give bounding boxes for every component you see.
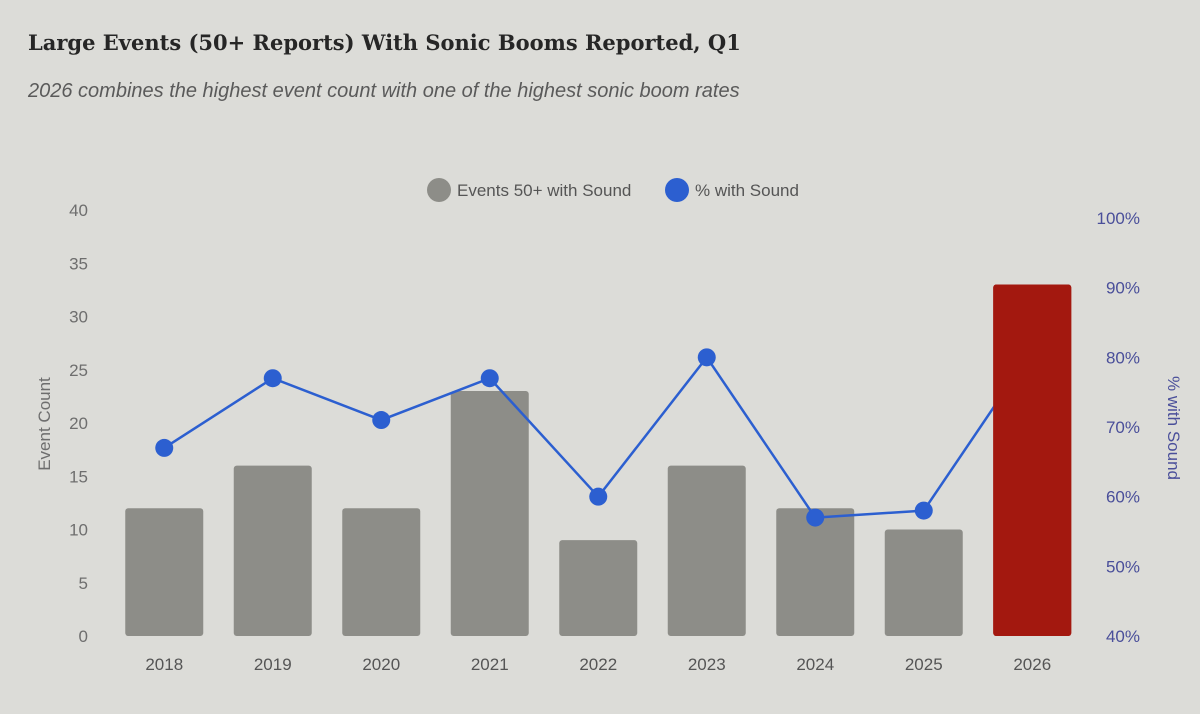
- bar: [342, 508, 421, 636]
- line-point: [589, 487, 608, 506]
- x-tick-label: 2024: [796, 655, 834, 674]
- y-tick-label: 0: [79, 627, 88, 646]
- x-tick-label: 2021: [471, 655, 509, 674]
- line-point: [372, 411, 391, 430]
- line-point: [806, 508, 825, 527]
- chart-title: Large Events (50+ Reports) With Sonic Bo…: [28, 30, 741, 55]
- line-point: [155, 438, 174, 457]
- x-tick-label: 2026: [1013, 655, 1051, 674]
- chart-subtitle: 2026 combines the highest event count wi…: [28, 80, 740, 102]
- legend-swatch-line: [665, 178, 689, 202]
- bar: [233, 465, 312, 636]
- legend: Events 50+ with Sound % with Sound: [427, 178, 799, 202]
- bar: [450, 391, 529, 636]
- y2-tick-label: 100%: [1097, 209, 1140, 228]
- line-point: [480, 369, 499, 388]
- y2-axis-title: % with Sound: [1164, 376, 1183, 480]
- x-tick-label: 2023: [688, 655, 726, 674]
- line-point: [263, 369, 282, 388]
- bar: [125, 508, 204, 636]
- x-tick-label: 2019: [254, 655, 292, 674]
- bar: [559, 540, 638, 636]
- bar-highlight-overlay: [993, 284, 1072, 636]
- y-axis-left: 0 5 10 15 20 25 30 35 40 Event Count: [35, 201, 88, 646]
- y-axis-title: Event Count: [35, 377, 54, 471]
- y-tick-label: 15: [69, 467, 88, 486]
- y-tick-label: 40: [69, 201, 88, 220]
- x-tick-label: 2020: [362, 655, 400, 674]
- x-tick-label: 2018: [145, 655, 183, 674]
- bar: [776, 508, 855, 636]
- x-tick-label: 2022: [579, 655, 617, 674]
- y-tick-label: 20: [69, 414, 88, 433]
- x-axis: 2018 2019 2020 2021 2022 2023 2024 2025 2026: [145, 655, 1051, 674]
- y2-tick-label: 60%: [1106, 488, 1140, 507]
- y-tick-label: 25: [69, 361, 88, 380]
- line-series: [155, 284, 1072, 636]
- x-tick-label: 2025: [905, 655, 943, 674]
- y2-tick-label: 70%: [1106, 418, 1140, 437]
- y-axis-right: 40% 50% 60% 70% 80% 90% 100% % with Sound: [1097, 209, 1183, 646]
- y-tick-label: 35: [69, 254, 88, 273]
- bars-series: [125, 284, 1072, 636]
- y2-tick-label: 40%: [1106, 627, 1140, 646]
- line-point: [914, 501, 933, 520]
- bar: [884, 529, 963, 636]
- y2-tick-label: 90%: [1106, 279, 1140, 298]
- line-point: [697, 348, 716, 367]
- legend-label-bars: Events 50+ with Sound: [457, 181, 631, 200]
- y2-tick-label: 50%: [1106, 557, 1140, 576]
- legend-swatch-bars: [427, 178, 451, 202]
- y-tick-label: 30: [69, 308, 88, 327]
- y-tick-label: 5: [79, 574, 88, 593]
- y2-tick-label: 80%: [1106, 348, 1140, 367]
- legend-label-line: % with Sound: [695, 181, 799, 200]
- bar: [667, 465, 746, 636]
- y-tick-label: 10: [69, 521, 88, 540]
